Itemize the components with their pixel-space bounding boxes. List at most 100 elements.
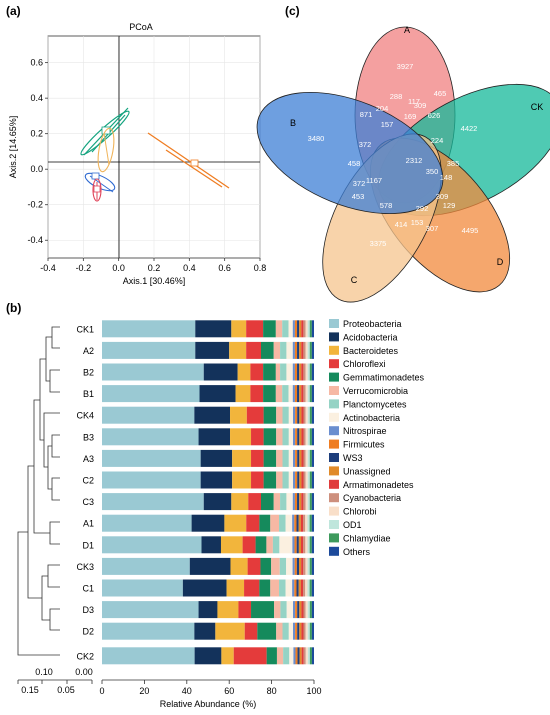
bar-segment [276,406,283,424]
bar-segment [299,428,302,446]
venn-count: 2312 [406,156,423,165]
stacked-bars [102,320,314,665]
bar-segment [292,493,295,511]
venn-count: 626 [428,111,441,120]
bar-segment [309,449,312,467]
bar-segment [292,341,295,359]
sample-label: B2 [83,368,94,378]
bar-segment [307,514,310,532]
bar-segment [300,514,304,532]
bar-segment [263,320,276,338]
bar-segment [294,493,298,511]
bar-segment [263,385,276,403]
bar-segment [301,341,304,359]
bar-segment [229,341,247,359]
bar-segment [194,622,216,640]
bar-segment [102,428,199,446]
sample-labels: CK1 A2 B2 B1 CK4 B3 A3 C2 C3 A1 D1 CK3 C1 D3 D2 CK2 [76,324,94,661]
bar-segment [247,557,261,575]
bar-segment [270,579,280,597]
bar-segment [299,406,302,424]
bar-segment [309,471,312,489]
bar-segment [307,493,310,511]
legend-swatch [329,359,339,369]
bar-segment [102,557,190,575]
bar-segment [303,471,306,489]
bar-segment [215,622,245,640]
bar-segment [220,536,243,554]
bar-segment [288,428,294,446]
bar-segment [299,601,302,619]
bar-segment [297,341,300,359]
bar-segment [285,514,293,532]
pcoa-x-ticks: -0.4 -0.2 0.0 0.2 0.4 0.6 0.8 [40,258,266,273]
bar-segment [292,557,295,575]
dendrogram-tick-015: 0.15 [21,685,39,695]
bar-segment [263,449,277,467]
bar-segment [294,341,298,359]
bar-segment [297,406,300,424]
bar-segment [303,363,306,381]
bar-segment [270,514,280,532]
legend-swatch [329,453,339,462]
bar-segment [297,647,300,665]
bar-segment [200,449,233,467]
bar-segment [195,320,232,338]
bar-segment [307,579,310,597]
bar-segment [293,647,296,665]
bar-segment [286,557,293,575]
venn-label-b: B [290,118,296,128]
bar-segment [282,471,289,489]
bar-segment [301,493,304,511]
bar-segment [279,557,287,575]
pcoa-marker-b [91,172,100,180]
bar-segment [309,601,312,619]
legend-swatch [329,319,339,328]
pcoa-y-tick-label: 0.4 [30,93,43,103]
bar-segment [282,320,289,338]
legend-label: Unassigned [343,466,391,476]
pcoa-y-tick-label: 0.6 [30,58,43,68]
bar-segment [303,341,306,359]
bar-segment [296,579,299,597]
dendrogram-node-1 [51,326,56,349]
venn-label-ck: CK [531,102,544,112]
bar-segment [305,536,308,554]
bar-segment [297,363,300,381]
bar-segment [303,385,306,403]
bar-segment [311,493,314,511]
bar-segment [295,601,298,619]
bar-segment [309,557,312,575]
bar-segment [263,363,276,381]
bar-segment [305,601,308,619]
bar-segment [311,341,314,359]
venn-count: 372 [353,179,366,188]
bar-segment [305,363,308,381]
bar-segment [279,514,286,532]
bar-segment [297,385,300,403]
pcoa-x-tick-label: 0.8 [254,263,267,273]
bar-segment [261,341,274,359]
venn-count: 169 [404,112,417,121]
bar-segment [307,385,310,403]
bar-segment [299,557,302,575]
bar-segment [305,428,308,446]
bar-segment [275,385,283,403]
bar-segment [263,406,277,424]
bar-segment [293,449,296,467]
panel-label-c: (c) [285,4,300,18]
bar-segment [303,514,306,532]
bar-segment [279,536,293,554]
bar-segment [297,622,300,640]
bar-segment [311,385,314,403]
bar-segment [305,579,308,597]
bar-segment [235,385,251,403]
bar-segment [282,622,289,640]
dendrogram-tick-000: 0.00 [75,667,93,677]
bar-segment [297,320,300,338]
bar-segment [189,557,231,575]
bar-segment [266,647,277,665]
venn-count: 292 [416,204,429,213]
pcoa-marker-d [190,159,199,167]
bar-segment [248,493,261,511]
